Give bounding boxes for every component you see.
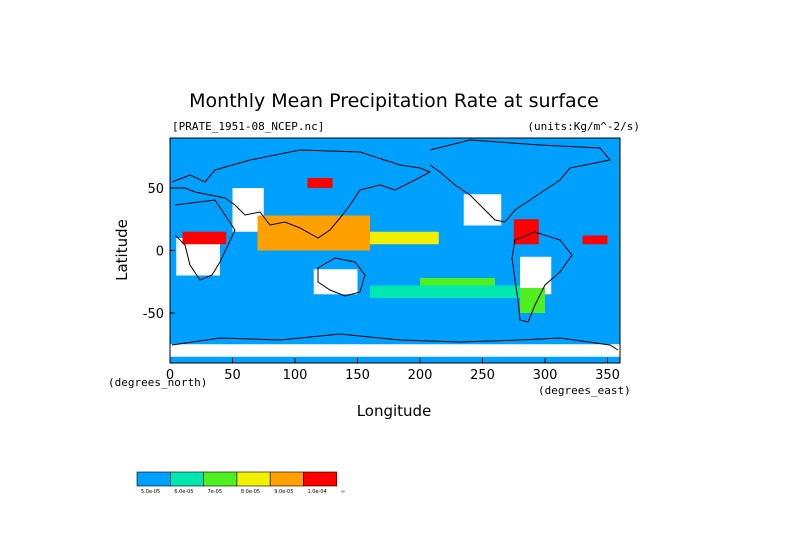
x-tick-label: 0: [166, 368, 174, 383]
x-tick-label: 250: [470, 368, 495, 383]
colorbar-swatch: [136, 471, 171, 487]
x-unit-label-left: (degrees_north): [108, 376, 207, 389]
x-tick-label: 350: [595, 368, 620, 383]
x-tick-label: 300: [533, 368, 558, 383]
colorbar-label: 9.0e-05: [274, 489, 293, 495]
colorbar-swatch: [303, 471, 338, 487]
y-tick-label: 0: [156, 245, 164, 260]
colorbar: 5.0e-05 6.0e-05 7e-05 8.0e-05 9.0e-05 1.0e-04…: [136, 471, 345, 495]
precip-region-3: [463, 194, 502, 226]
colorbar-label: 5.0e-05: [141, 489, 160, 495]
figure-title: Monthly Mean Precipitation Rate at surfa…: [189, 90, 599, 112]
colorbar-swatch: [269, 471, 304, 487]
x-tick-label: 50: [224, 368, 241, 383]
precip-region-14: [582, 235, 608, 245]
coast-antarctica: [171, 333, 619, 351]
file-label: [PRATE_1951-08_NCEP.nc]: [172, 120, 324, 133]
y-tick-label: -50: [143, 307, 164, 322]
precip-regions: [170, 178, 620, 357]
colorbar-label: 6.0e-05: [174, 489, 193, 495]
x-axis-title: Longitude: [357, 402, 432, 420]
y-tick-label: 50: [147, 182, 164, 197]
coast-africa: [174, 199, 236, 281]
coastlines: [171, 139, 619, 351]
y-axis-ticks: 50 0 -50: [143, 182, 175, 322]
coast-eurasia: [171, 149, 432, 239]
colorbar-label: 7e-05: [208, 489, 222, 495]
coast-south-america: [511, 231, 573, 323]
y-axis-title: Latitude: [113, 219, 131, 281]
colorbar-label: 1.0e-04: [308, 489, 327, 495]
precip-region-2: [313, 269, 358, 295]
precip-region-11: [370, 231, 439, 245]
precip-region-7: [257, 215, 370, 251]
precip-region-10: [182, 231, 227, 245]
colorbar-swatch: [203, 471, 238, 487]
x-unit-label-right: (degrees_east): [538, 384, 631, 397]
precip-region-8: [307, 178, 333, 188]
map-plot: [169, 137, 621, 364]
coast-north-america: [429, 139, 611, 223]
precip-region-13: [370, 285, 520, 298]
x-tick-label: 150: [345, 368, 370, 383]
colorbar-swatch: [236, 471, 271, 487]
precip-region-5: [170, 344, 620, 357]
colorbar-label: ∞: [341, 489, 345, 495]
precip-region-12: [420, 278, 495, 288]
coast-australia: [317, 257, 366, 297]
precip-region-15: [520, 288, 545, 313]
colorbar-label: 8.0e-05: [241, 489, 260, 495]
x-axis-ticks: 0 50 100 150 200 250 300 350: [166, 358, 620, 383]
units-label: (units:Kg/m^-2/s): [527, 120, 640, 133]
x-tick-label: 100: [283, 368, 308, 383]
x-tick-label: 200: [408, 368, 433, 383]
colorbar-swatch: [170, 471, 204, 487]
map-background: [170, 138, 620, 363]
